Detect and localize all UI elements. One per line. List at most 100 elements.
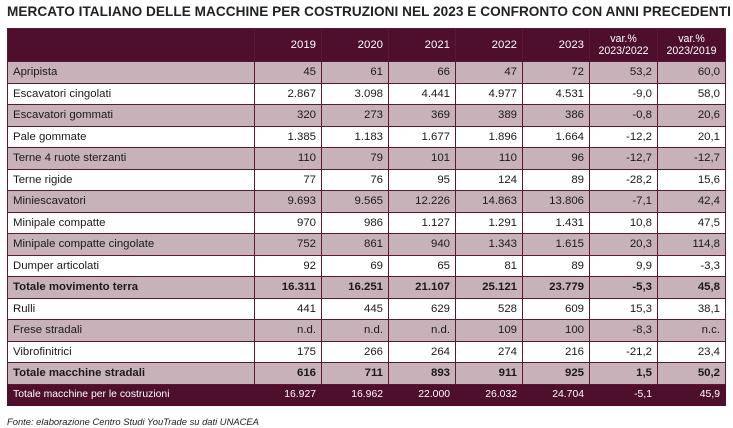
var-2023-2019: 47,5 bbox=[657, 211, 726, 234]
table-row: Apripista 45 61 66 47 72 53,2 60,0 bbox=[7, 61, 726, 84]
var-2023-2019: -3,3 bbox=[657, 254, 726, 277]
value-2023: 1.615 bbox=[522, 233, 590, 256]
market-table: 2019 2020 2021 2022 2023 var.% 2023/2022… bbox=[7, 28, 726, 406]
value-2019: 441 bbox=[254, 297, 322, 320]
row-label: Rulli bbox=[7, 297, 255, 320]
value-2021: 1.677 bbox=[388, 125, 456, 148]
grand-total-row: Totale macchine per le costruzioni 16.927… bbox=[7, 383, 726, 406]
value-2023: 1.431 bbox=[522, 211, 590, 234]
var-2023-2022: 10,8 bbox=[589, 211, 658, 234]
header-row: 2019 2020 2021 2022 2023 var.% 2023/2022… bbox=[7, 28, 726, 62]
value-2022: 1.343 bbox=[455, 233, 523, 256]
value-2020: 266 bbox=[321, 340, 389, 363]
row-label: Apripista bbox=[7, 61, 255, 84]
source-footnote: Fonte: elaborazione Centro Studi YouTrad… bbox=[7, 416, 259, 427]
value-2020: 273 bbox=[321, 104, 389, 127]
row-label: Totale movimento terra bbox=[7, 276, 255, 299]
var-2023-2019: 38,1 bbox=[657, 297, 726, 320]
table-row: Vibrofinitrici 175 266 264 274 216 -21,2 23,4 bbox=[7, 340, 726, 363]
table-row: Terne 4 ruote sterzanti 110 79 101 110 96 -12,… bbox=[7, 147, 726, 170]
row-label: Dumper articolati bbox=[7, 254, 255, 277]
header-2022: 2022 bbox=[455, 28, 523, 62]
value-2023: 100 bbox=[522, 319, 590, 342]
value-2020: 861 bbox=[321, 233, 389, 256]
header-2021: 2021 bbox=[388, 28, 456, 62]
value-2021: 264 bbox=[388, 340, 456, 363]
value-2021: 893 bbox=[388, 362, 456, 385]
var-2023-2022: 53,2 bbox=[589, 61, 658, 84]
var-2023-2022: -9,0 bbox=[589, 82, 658, 105]
value-2020: 3.098 bbox=[321, 82, 389, 105]
var-2023-2019: 60,0 bbox=[657, 61, 726, 84]
value-2019: 92 bbox=[254, 254, 322, 277]
value-2019: 45 bbox=[254, 61, 322, 84]
var-2023-2022: -0,8 bbox=[589, 104, 658, 127]
header-2023: 2023 bbox=[522, 28, 590, 62]
value-2020: 61 bbox=[321, 61, 389, 84]
var-2023-2019: 15,6 bbox=[657, 168, 726, 191]
var-2023-2019: 20,1 bbox=[657, 125, 726, 148]
row-label: Totale macchine stradali bbox=[7, 362, 255, 385]
var-2023-2022: -12,7 bbox=[589, 147, 658, 170]
value-2020: n.d. bbox=[321, 319, 389, 342]
var-2023-2019: 42,4 bbox=[657, 190, 726, 213]
table-total-row: Totale movimento terra 16.311 16.251 21.107… bbox=[7, 276, 726, 299]
row-label: Minipale compatte bbox=[7, 211, 255, 234]
value-2023: 13.806 bbox=[522, 190, 590, 213]
var-2023-2022: -28,2 bbox=[589, 168, 658, 191]
table-row: Escavatori gommati 320 273 369 389 386 -0,8 20,… bbox=[7, 104, 726, 127]
value-2021: 1.127 bbox=[388, 211, 456, 234]
value-2022: 4.977 bbox=[455, 82, 523, 105]
table-row: Pale gommate 1.385 1.183 1.677 1.896 1.664 -12… bbox=[7, 125, 726, 148]
var-2023-2019: 114,8 bbox=[657, 233, 726, 256]
table-row: Terne rigide 77 76 95 124 89 -28,2 15,6 bbox=[7, 168, 726, 191]
value-2021: 22.000 bbox=[388, 383, 456, 406]
value-2019: 175 bbox=[254, 340, 322, 363]
row-label: Terne rigide bbox=[7, 168, 255, 191]
value-2020: 16.251 bbox=[321, 276, 389, 299]
value-2019: 16.927 bbox=[254, 383, 322, 406]
value-2023: 72 bbox=[522, 61, 590, 84]
var-2023-2022: -21,2 bbox=[589, 340, 658, 363]
header-2020: 2020 bbox=[321, 28, 389, 62]
value-2023: 386 bbox=[522, 104, 590, 127]
value-2022: 109 bbox=[455, 319, 523, 342]
value-2022: 528 bbox=[455, 297, 523, 320]
header-label bbox=[7, 28, 255, 62]
header-var-2023-2019: var.% 2023/2019 bbox=[657, 28, 726, 62]
value-2022: 26.032 bbox=[455, 383, 523, 406]
value-2023: 609 bbox=[522, 297, 590, 320]
row-label: Frese stradali bbox=[7, 319, 255, 342]
row-label: Totale macchine per le costruzioni bbox=[7, 383, 255, 406]
value-2023: 925 bbox=[522, 362, 590, 385]
value-2021: 369 bbox=[388, 104, 456, 127]
value-2023: 1.664 bbox=[522, 125, 590, 148]
value-2021: 65 bbox=[388, 254, 456, 277]
value-2019: 320 bbox=[254, 104, 322, 127]
value-2019: 110 bbox=[254, 147, 322, 170]
value-2022: 81 bbox=[455, 254, 523, 277]
value-2020: 1.183 bbox=[321, 125, 389, 148]
table-row: Escavatori cingolati 2.867 3.098 4.441 4.977… bbox=[7, 82, 726, 105]
value-2019: 9.693 bbox=[254, 190, 322, 213]
var-2023-2022: -7,1 bbox=[589, 190, 658, 213]
value-2021: n.d. bbox=[388, 319, 456, 342]
var-2023-2022: 1,5 bbox=[589, 362, 658, 385]
value-2020: 16.962 bbox=[321, 383, 389, 406]
var-2023-2019: 58,0 bbox=[657, 82, 726, 105]
var-2023-2022: 15,3 bbox=[589, 297, 658, 320]
value-2023: 216 bbox=[522, 340, 590, 363]
value-2020: 445 bbox=[321, 297, 389, 320]
var-2023-2022: -12,2 bbox=[589, 125, 658, 148]
value-2022: 389 bbox=[455, 104, 523, 127]
table-title: MERCATO ITALIANO DELLE MACCHINE PER COST… bbox=[7, 4, 731, 19]
value-2023: 24.704 bbox=[522, 383, 590, 406]
var-2023-2019: 45,8 bbox=[657, 276, 726, 299]
var-2023-2019: -12,7 bbox=[657, 147, 726, 170]
value-2021: 4.441 bbox=[388, 82, 456, 105]
value-2022: 110 bbox=[455, 147, 523, 170]
value-2023: 4.531 bbox=[522, 82, 590, 105]
value-2021: 629 bbox=[388, 297, 456, 320]
row-label: Vibrofinitrici bbox=[7, 340, 255, 363]
table-row: Rulli 441 445 629 528 609 15,3 38,1 bbox=[7, 297, 726, 320]
